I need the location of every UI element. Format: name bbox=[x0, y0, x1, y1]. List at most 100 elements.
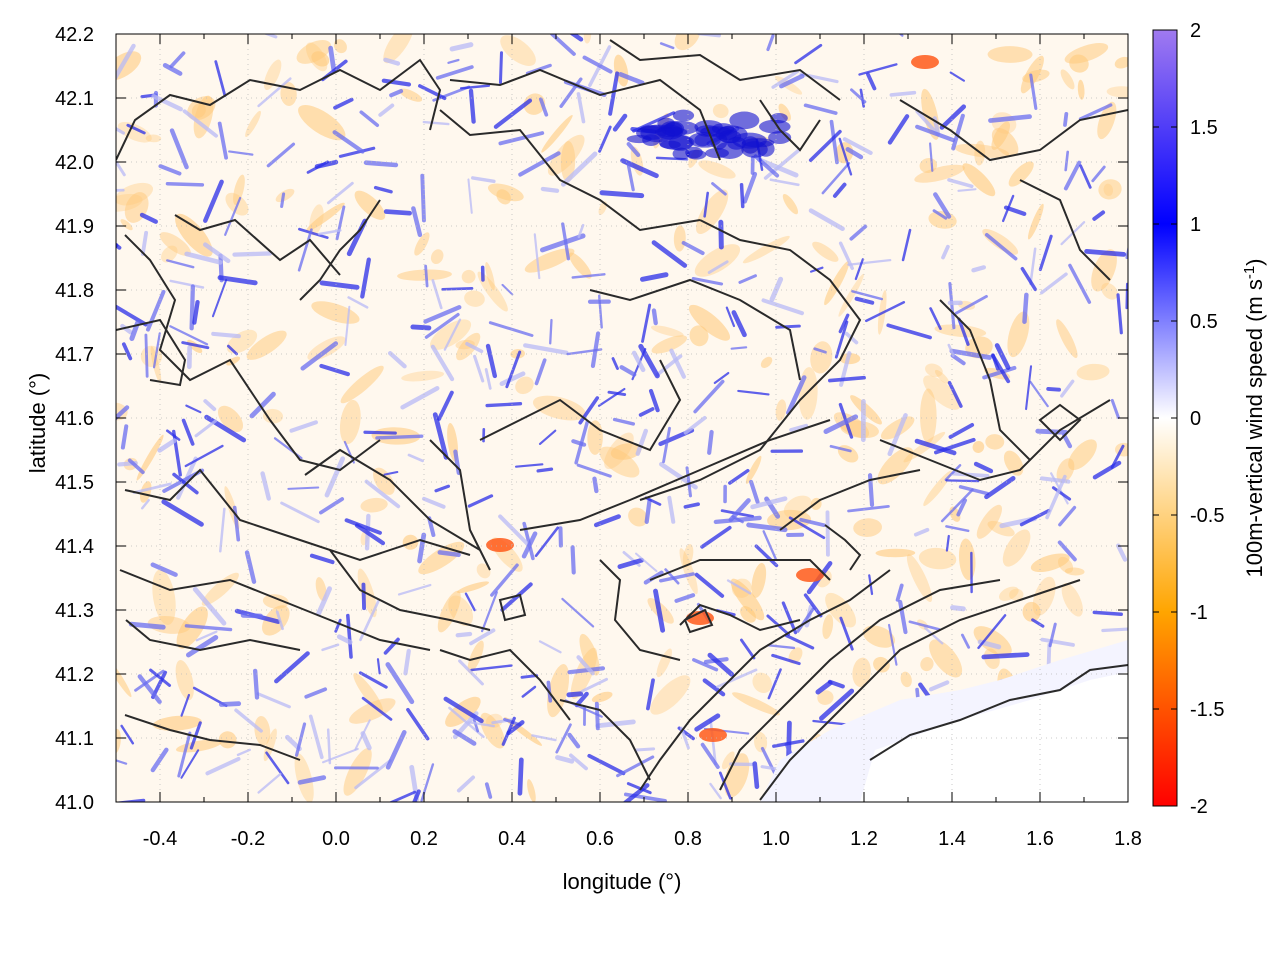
downdraft-patch bbox=[991, 127, 1019, 157]
updraft-streak bbox=[485, 402, 523, 408]
updraft-streak bbox=[326, 181, 354, 205]
updraft-streak bbox=[257, 772, 282, 794]
updraft-streak bbox=[385, 662, 415, 705]
updraft-streak bbox=[707, 652, 735, 677]
updraft-streak bbox=[1025, 365, 1033, 411]
updraft-streak bbox=[387, 351, 407, 369]
updraft-streak bbox=[1058, 505, 1077, 527]
strong-downdraft bbox=[486, 538, 514, 552]
updraft-streak bbox=[1046, 387, 1062, 392]
updraft-streak bbox=[947, 343, 955, 357]
updraft-streak bbox=[851, 290, 884, 301]
downdraft-patch bbox=[136, 434, 164, 481]
updraft-streak bbox=[578, 396, 600, 425]
updraft-streak bbox=[709, 782, 722, 800]
updraft-streak bbox=[731, 310, 747, 338]
updraft-streak bbox=[803, 103, 838, 115]
updraft-streak bbox=[240, 613, 263, 619]
updraft-streak bbox=[180, 749, 200, 779]
downdraft-patch bbox=[987, 520, 1015, 537]
downdraft-patch bbox=[962, 163, 996, 197]
updraft-streak bbox=[422, 120, 450, 126]
colorbar-tick-label: 0.5 bbox=[1190, 311, 1218, 333]
downdraft-patch bbox=[833, 412, 870, 438]
updraft-streak bbox=[555, 723, 572, 754]
updraft-streak bbox=[618, 72, 645, 86]
updraft-streak bbox=[378, 103, 395, 117]
contour-line bbox=[174, 214, 341, 276]
updraft-streak bbox=[803, 593, 823, 618]
downdraft-patch bbox=[982, 228, 1019, 255]
updraft-streak bbox=[779, 73, 805, 89]
updraft-streak bbox=[750, 496, 788, 510]
updraft-streak bbox=[587, 753, 626, 776]
downdraft-patch bbox=[852, 657, 871, 688]
downdraft-patch bbox=[730, 578, 765, 621]
updraft-streak bbox=[363, 160, 399, 168]
updraft-streak bbox=[574, 691, 589, 708]
updraft-streak bbox=[294, 722, 307, 757]
updraft-streak bbox=[344, 305, 351, 346]
updraft-streak bbox=[488, 321, 534, 337]
y-tick-label: 42.2 bbox=[55, 24, 94, 46]
updraft-streak bbox=[915, 109, 940, 136]
updraft-streak bbox=[485, 343, 498, 379]
updraft-streak bbox=[1110, 398, 1120, 419]
updraft-streak bbox=[411, 206, 423, 238]
updraft-streak bbox=[531, 734, 557, 742]
updraft-streak bbox=[766, 644, 796, 650]
downdraft-patch bbox=[923, 375, 961, 410]
updraft-streak bbox=[533, 233, 541, 280]
updraft-streak bbox=[521, 531, 538, 559]
contour-line bbox=[479, 359, 682, 452]
updraft-streak bbox=[994, 343, 1011, 370]
x-tick-label: 0.8 bbox=[674, 828, 702, 850]
updraft-streak bbox=[304, 687, 328, 699]
downdraft-patch bbox=[152, 569, 176, 625]
downdraft-patch bbox=[1077, 79, 1085, 100]
downdraft-patch bbox=[583, 34, 592, 44]
downdraft-patch bbox=[541, 114, 573, 153]
updraft-streak bbox=[326, 728, 332, 765]
updraft-streak bbox=[864, 301, 906, 323]
updraft-streak bbox=[674, 593, 696, 603]
updraft-streak bbox=[1031, 618, 1045, 628]
updraft-streak bbox=[646, 678, 655, 711]
contour-line bbox=[879, 399, 1111, 482]
updraft-streak bbox=[929, 307, 942, 330]
y-tick-label: 42.0 bbox=[55, 152, 94, 174]
y-tick-label: 41.3 bbox=[55, 600, 94, 622]
y-tick-label: 41.1 bbox=[55, 728, 94, 750]
contour-line bbox=[439, 109, 701, 232]
downdraft-patch bbox=[333, 39, 347, 54]
downdraft-patch bbox=[877, 447, 914, 485]
x-tick-label: 1.0 bbox=[762, 828, 790, 850]
updraft-streak bbox=[1029, 247, 1037, 286]
updraft-streak bbox=[375, 434, 424, 440]
updraft-streak bbox=[988, 114, 1032, 123]
updraft-streak bbox=[1040, 272, 1068, 295]
updraft-streak bbox=[1060, 379, 1075, 398]
updraft-streak bbox=[465, 342, 484, 354]
downdraft-patch bbox=[464, 290, 485, 307]
updraft-streak bbox=[958, 485, 990, 496]
updraft-streak bbox=[280, 501, 320, 524]
updraft-streak bbox=[437, 550, 461, 558]
updraft-streak bbox=[700, 525, 732, 549]
updraft-streak bbox=[354, 523, 386, 546]
updraft-streak bbox=[1029, 380, 1049, 408]
updraft-streak bbox=[437, 390, 454, 421]
updraft-streak bbox=[813, 347, 827, 354]
updraft-streak bbox=[971, 265, 987, 273]
downdraft-patch bbox=[817, 690, 834, 705]
downdraft-patch bbox=[651, 335, 688, 354]
downdraft-patch bbox=[437, 590, 461, 633]
updraft-streak bbox=[707, 429, 714, 455]
updraft-streak bbox=[635, 747, 656, 752]
downdraft-patch bbox=[343, 747, 372, 796]
downdraft-patch bbox=[604, 432, 634, 470]
downdraft-patch bbox=[477, 271, 508, 312]
updraft-streak bbox=[845, 147, 864, 160]
updraft-streak bbox=[468, 88, 476, 124]
